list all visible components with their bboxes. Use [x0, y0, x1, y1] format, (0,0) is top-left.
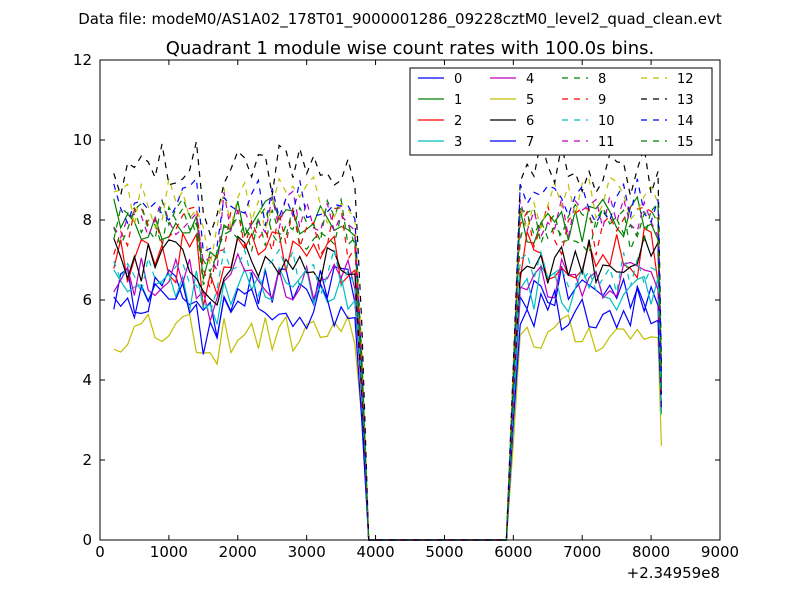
legend-label: 8 [598, 72, 606, 87]
legend-entry-13: 13 [641, 93, 694, 108]
x-offset-label: +2.34959e8 [627, 564, 720, 582]
x-tick-label: 2000 [219, 543, 257, 561]
y-tick-label: 10 [73, 131, 92, 149]
series-lines [113, 140, 662, 541]
y-tick-label: 4 [82, 371, 92, 389]
series-line-14 [113, 177, 662, 541]
x-tick-label: 3000 [288, 543, 326, 561]
x-tick-label: 5000 [425, 543, 463, 561]
legend-box [409, 67, 713, 156]
legend-entry-0: 0 [418, 72, 462, 87]
legend-entry-5: 5 [490, 93, 534, 108]
legend-entry-7: 7 [490, 135, 534, 150]
legend-label: 5 [526, 93, 534, 108]
legend-label: 13 [677, 93, 694, 108]
y-tick-label: 8 [82, 211, 92, 229]
legend-label: 7 [526, 135, 534, 150]
x-tick-label: 8000 [632, 543, 670, 561]
legend-entry-15: 15 [641, 135, 694, 150]
legend-entry-10: 10 [562, 114, 615, 129]
legend-entry-11: 11 [562, 135, 615, 150]
legend-label: 12 [677, 72, 694, 87]
series-line-2 [113, 227, 662, 541]
x-tick-label: 0 [95, 543, 105, 561]
x-tick-label: 1000 [150, 543, 188, 561]
figure-suptitle: Data file: modeM0/AS1A02_178T01_90000012… [78, 10, 722, 29]
legend-label: 3 [454, 135, 462, 150]
legend-label: 11 [598, 135, 615, 150]
legend-label: 14 [677, 114, 694, 129]
x-tick-label: 4000 [356, 543, 394, 561]
series-line-0 [113, 266, 662, 541]
series-line-9 [113, 204, 662, 541]
legend-entry-9: 9 [562, 93, 606, 108]
series-line-4 [113, 252, 662, 541]
x-tick-label: 9000 [701, 543, 739, 561]
series-line-7 [113, 281, 662, 541]
y-tick-label: 6 [82, 291, 92, 309]
legend-label: 6 [526, 114, 534, 129]
legend-entry-12: 12 [641, 72, 694, 87]
series-line-3 [113, 263, 662, 541]
x-tick-label: 6000 [494, 543, 532, 561]
legend-entry-4: 4 [490, 72, 534, 87]
legend-label: 0 [454, 72, 462, 87]
legend-entry-1: 1 [418, 93, 462, 108]
legend-label: 15 [677, 135, 694, 150]
y-tick-label: 0 [82, 531, 92, 549]
legend-entry-14: 14 [641, 114, 694, 129]
y-tick-label: 2 [82, 451, 92, 469]
legend-label: 2 [454, 114, 462, 129]
series-line-6 [113, 234, 662, 541]
legend-entry-8: 8 [562, 72, 606, 87]
series-line-11 [113, 190, 662, 541]
legend-label: 4 [526, 72, 534, 87]
series-line-13 [113, 140, 662, 541]
legend-label: 9 [598, 93, 606, 108]
x-tick-labels: 0 1000 2000 3000 4000 5000 6000 7000 8000 9000 [95, 543, 739, 561]
series-line-1 [113, 195, 662, 541]
legend-label: 1 [454, 93, 462, 108]
series-line-8 [113, 205, 662, 541]
chart-title: Quadrant 1 module wise count rates with … [166, 38, 655, 59]
x-tick-label: 7000 [563, 543, 601, 561]
axis-ticks [99, 59, 721, 541]
legend-label: 10 [598, 114, 615, 129]
series-line-12 [113, 175, 662, 541]
series-line-5 [113, 313, 662, 541]
legend-entry-2: 2 [418, 114, 462, 129]
y-tick-label: 12 [73, 51, 92, 69]
series-line-15 [113, 197, 662, 541]
legend-entry-3: 3 [418, 135, 462, 150]
legend-entry-6: 6 [490, 114, 534, 129]
series-line-10 [113, 247, 662, 541]
y-tick-labels: 0 2 4 6 8 10 12 [73, 51, 92, 549]
